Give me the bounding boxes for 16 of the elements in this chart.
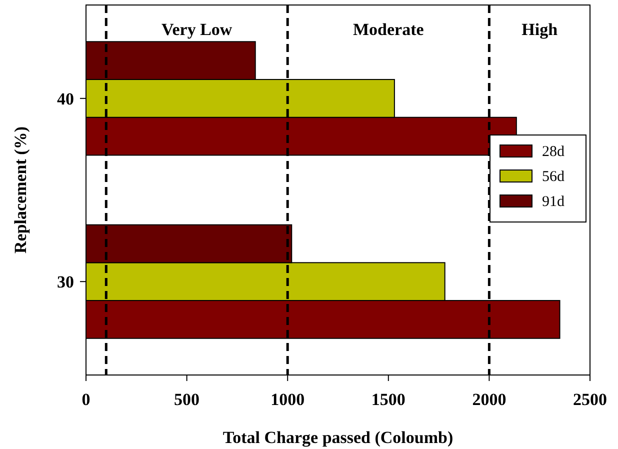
annotation: Moderate xyxy=(352,20,424,39)
y-tick-label: 30 xyxy=(57,272,74,292)
legend-label: 28d xyxy=(542,144,565,160)
annotation: Very Low xyxy=(162,20,233,39)
x-tick-label: 1000 xyxy=(270,390,305,409)
annotation: High xyxy=(522,20,558,39)
legend-label: 91d xyxy=(542,194,565,210)
x-tick-label: 0 xyxy=(82,390,90,409)
x-tick-label: 500 xyxy=(174,390,200,409)
y-tick-label: 40 xyxy=(57,89,74,108)
x-tick-label: 2000 xyxy=(472,390,506,409)
x-axis-title: Total Charge passed (Coloumb) xyxy=(222,428,454,447)
x-tick-label: 2500 xyxy=(573,390,607,409)
y-axis-title: Replacement (%) xyxy=(11,126,30,254)
x-tick-label: 1500 xyxy=(371,390,406,409)
legend-label: 56d xyxy=(542,169,565,185)
